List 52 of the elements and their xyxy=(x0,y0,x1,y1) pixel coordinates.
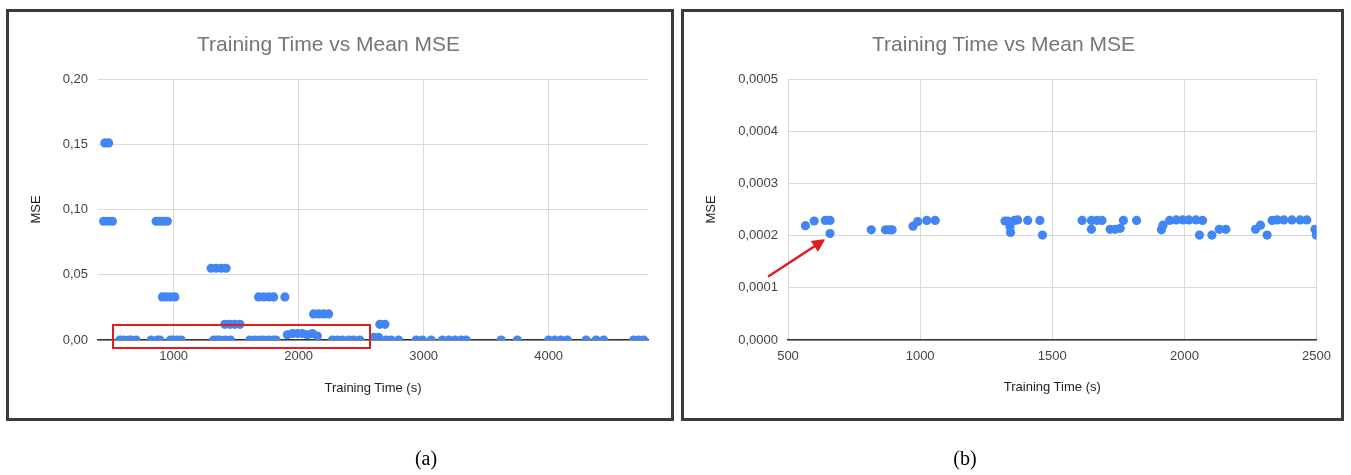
x-axis-title: Training Time (s) xyxy=(324,379,422,395)
x-tick-label: 4000 xyxy=(534,348,564,364)
y-axis-title: MSE xyxy=(703,195,719,224)
x-tick-label: 2000 xyxy=(1169,348,1199,364)
y-tick-label: 0,0004 xyxy=(738,122,778,138)
chart-title: Training Time vs Mean MSE xyxy=(872,31,1135,55)
point xyxy=(809,216,819,226)
point xyxy=(1207,230,1217,240)
point xyxy=(1302,215,1312,225)
point xyxy=(866,225,876,235)
point xyxy=(1086,224,1096,234)
y-tick-label: 0,0005 xyxy=(738,70,778,86)
point xyxy=(922,215,932,226)
x-tick-label: 1000 xyxy=(159,348,189,364)
y-tick-label: 0,20 xyxy=(62,70,88,86)
y-tick-label: 0,15 xyxy=(62,135,88,151)
y-tick-label: 0,05 xyxy=(62,266,88,282)
x-tick-label: 500 xyxy=(777,348,799,364)
point xyxy=(1158,220,1168,230)
point xyxy=(1279,215,1289,225)
point xyxy=(1262,230,1272,240)
point xyxy=(1118,215,1128,226)
point xyxy=(1035,215,1045,226)
y-axis-title: MSE xyxy=(28,195,44,224)
y-tick-label: 0,00 xyxy=(62,331,88,347)
x-axis-title: Training Time (s) xyxy=(1003,379,1101,395)
point xyxy=(1077,215,1087,226)
point xyxy=(1198,215,1208,226)
point xyxy=(1255,220,1266,230)
y-tick-label: 0,0001 xyxy=(738,279,778,295)
x-tick-label: 1500 xyxy=(1037,348,1067,364)
y-tick-label: 0,10 xyxy=(62,201,88,217)
x-tick-label: 3000 xyxy=(409,348,439,364)
x-tick-label: 2500 xyxy=(1302,348,1331,364)
point xyxy=(930,215,940,226)
point xyxy=(800,221,811,231)
point xyxy=(1221,224,1231,234)
point xyxy=(1131,215,1142,226)
y-tick-label: 0,0000 xyxy=(738,331,778,347)
text: (b) xyxy=(953,446,977,470)
point xyxy=(1037,230,1048,240)
point xyxy=(1194,230,1205,240)
point xyxy=(1287,215,1297,225)
point xyxy=(913,216,923,227)
y-tick-label: 0,0002 xyxy=(738,227,778,243)
point xyxy=(1023,215,1033,226)
text: (a) xyxy=(414,446,438,470)
y-tick-label: 0,0003 xyxy=(738,174,778,190)
x-tick-label: 1000 xyxy=(905,348,935,364)
chart-title: Training Time vs Mean MSE xyxy=(197,31,460,55)
point xyxy=(825,228,835,239)
x-tick-label: 2000 xyxy=(284,348,314,364)
